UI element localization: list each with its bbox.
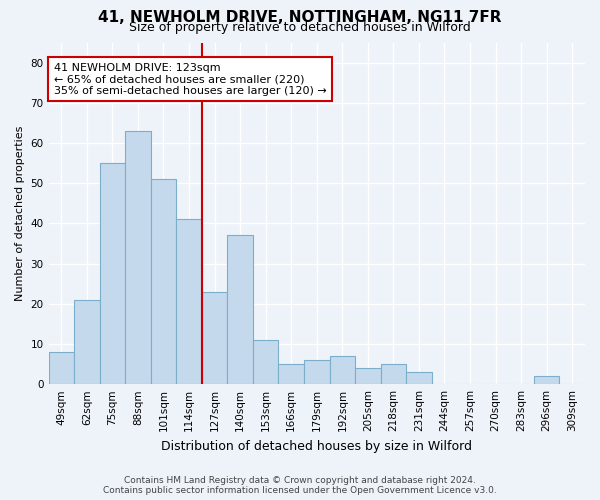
Text: Size of property relative to detached houses in Wilford: Size of property relative to detached ho… bbox=[129, 21, 471, 34]
Bar bbox=[355, 368, 380, 384]
Bar bbox=[100, 163, 125, 384]
Bar bbox=[278, 364, 304, 384]
Y-axis label: Number of detached properties: Number of detached properties bbox=[15, 126, 25, 301]
Text: Contains HM Land Registry data © Crown copyright and database right 2024.
Contai: Contains HM Land Registry data © Crown c… bbox=[103, 476, 497, 495]
Bar bbox=[329, 356, 355, 384]
Bar bbox=[151, 179, 176, 384]
Bar bbox=[304, 360, 329, 384]
Text: 41 NEWHOLM DRIVE: 123sqm
← 65% of detached houses are smaller (220)
35% of semi-: 41 NEWHOLM DRIVE: 123sqm ← 65% of detach… bbox=[53, 62, 326, 96]
Bar bbox=[380, 364, 406, 384]
Bar bbox=[176, 220, 202, 384]
Bar bbox=[406, 372, 432, 384]
X-axis label: Distribution of detached houses by size in Wilford: Distribution of detached houses by size … bbox=[161, 440, 472, 452]
Bar bbox=[74, 300, 100, 384]
Bar bbox=[49, 352, 74, 384]
Bar bbox=[534, 376, 559, 384]
Bar bbox=[202, 292, 227, 384]
Bar bbox=[125, 131, 151, 384]
Bar bbox=[227, 236, 253, 384]
Text: 41, NEWHOLM DRIVE, NOTTINGHAM, NG11 7FR: 41, NEWHOLM DRIVE, NOTTINGHAM, NG11 7FR bbox=[98, 10, 502, 25]
Bar bbox=[253, 340, 278, 384]
